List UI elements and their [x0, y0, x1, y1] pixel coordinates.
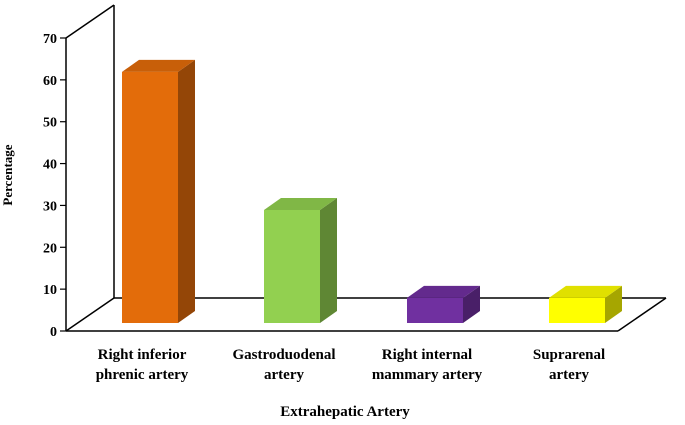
x-axis-title: Extrahepatic Artery: [280, 404, 410, 420]
bars: [122, 59, 622, 323]
y-axis-title: Percentage: [0, 144, 15, 205]
category-label: Gastroduodenal artery: [232, 347, 335, 383]
bar-side: [463, 285, 480, 323]
category-labels: Right inferior phrenic artery Gastroduoden…: [96, 347, 605, 383]
y-tick-label: 30: [43, 199, 57, 214]
category-label: Suprarenal artery: [533, 347, 605, 383]
bar-side: [320, 197, 337, 323]
bar-top: [407, 285, 480, 298]
category-label: Right inferior phrenic artery: [96, 347, 189, 383]
category-label: Right internal mammary artery: [372, 347, 483, 383]
bar-top: [122, 59, 195, 72]
y-tick-label: 0: [50, 325, 57, 340]
bar: [549, 285, 622, 323]
bar-front: [122, 71, 178, 323]
bar-top: [549, 285, 622, 298]
y-tick-label: 10: [43, 283, 57, 298]
bar-front: [264, 209, 320, 323]
bar-side: [605, 285, 622, 323]
y-tick-label: 60: [43, 74, 57, 89]
bar: [407, 285, 480, 323]
y-tick-label: 20: [43, 241, 57, 256]
bar-side: [178, 59, 195, 323]
y-tick-label: 70: [43, 32, 57, 47]
bar: [122, 59, 195, 323]
y-tick-label: 50: [43, 116, 57, 131]
floor-right-edge: [617, 297, 667, 332]
y-tick-label: 40: [43, 158, 57, 173]
y-axis-ticks: 0 10 20 30 40 50 60 70: [43, 32, 66, 340]
floor-left-edge: [65, 297, 115, 332]
bar-front: [407, 297, 463, 323]
bar: [264, 197, 337, 323]
bar-top: [264, 197, 337, 210]
top-depth-edge: [65, 4, 115, 39]
bar-front: [549, 297, 605, 323]
